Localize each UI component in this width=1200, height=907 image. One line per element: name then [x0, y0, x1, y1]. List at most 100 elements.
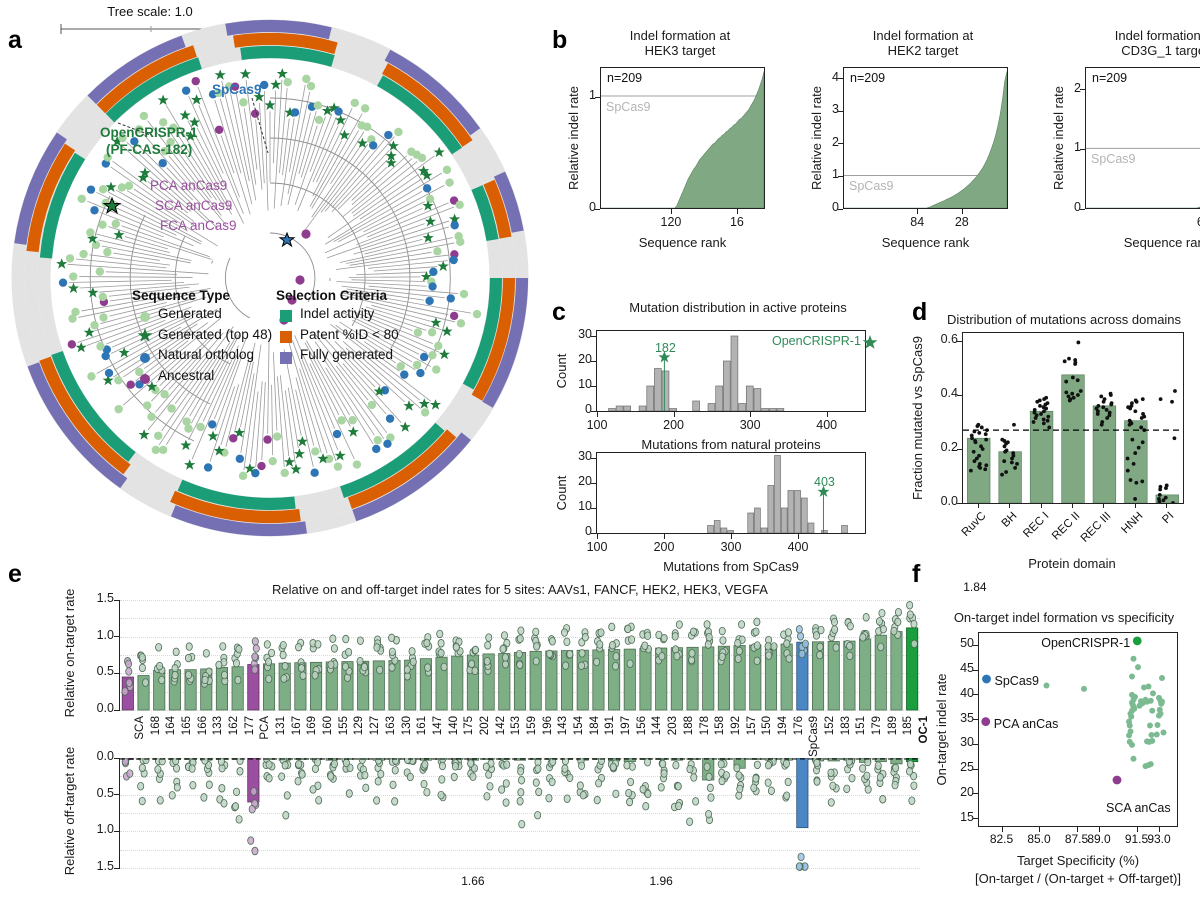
- ytick-mark: [591, 385, 596, 387]
- panel-c-xtick-bottom-300: 300: [720, 540, 742, 554]
- panel-d-xlabel: Protein domain: [1028, 556, 1116, 571]
- panel-e-annotation-1.84: 1.84: [963, 580, 987, 594]
- panel-c-plot-top: [596, 330, 866, 412]
- chart-title-line2: HEK2 target: [887, 43, 959, 58]
- xtick-mark: [1103, 504, 1105, 508]
- panel-c-xtick-top-400: 400: [816, 418, 838, 432]
- ytick-mark: [114, 867, 120, 869]
- xtick-mark: [1159, 827, 1160, 832]
- panel-d-letter: d: [912, 298, 927, 326]
- panel-c-ytick-top-30: 30: [578, 327, 592, 341]
- ytick-mark: [591, 532, 596, 534]
- ytick-mark: [595, 208, 600, 210]
- xtick-mark: [1134, 504, 1136, 508]
- panel-b-xtick-1-84: 84: [910, 215, 925, 229]
- panel-b-ytick-1-4: 4: [832, 69, 839, 84]
- panel-b-letter: b: [552, 26, 567, 54]
- panel-a-letter: a: [8, 26, 22, 54]
- xtick-mark: [597, 412, 598, 417]
- xtick-mark: [1076, 827, 1078, 832]
- panel-f-xlabel-line2: [On-target / (On-target + Off-target)]: [974, 871, 1182, 886]
- panel-e-bottom-yaxis: [119, 758, 121, 868]
- xtick-mark: [664, 534, 665, 539]
- panel-f-ytick-15: 15: [960, 809, 974, 824]
- ytick-mark: [1080, 208, 1085, 210]
- panel-b-ytick-0-0: 0: [589, 200, 596, 214]
- panel-f-xtick-3: 89.0: [1087, 832, 1111, 846]
- panel-b-xlabel-2: Sequence rank: [1123, 235, 1200, 250]
- ytick-mark: [973, 669, 978, 671]
- panel-c-legend-label: OpenCRISPR-1: [772, 334, 861, 348]
- gridline: [120, 600, 920, 601]
- panel-f-letter: f: [912, 560, 920, 588]
- gridline: [120, 710, 920, 711]
- panel-b-ytick-1-1: 1: [832, 167, 839, 182]
- panel-b-chart-title-2: Indel formation atCD3G_1 target: [1015, 28, 1200, 58]
- panel-e-bottom-ytick-1: 0.5: [96, 785, 114, 800]
- panel-f-ytick-20: 20: [960, 784, 974, 799]
- ytick-mark: [957, 502, 962, 504]
- panel-f-ytick-30: 30: [960, 735, 974, 750]
- panel-c-hist-top: [608, 335, 785, 411]
- panel-b-xlabel-1: Sequence rank: [881, 235, 970, 250]
- legend-sequence-type-title: Sequence Type: [132, 288, 231, 303]
- panel-c-letter: c: [552, 298, 566, 326]
- ytick-mark: [838, 110, 843, 112]
- panel-e-top-ytick-0: 0.0: [96, 701, 114, 715]
- panel-f-scatter: [981, 636, 1167, 785]
- panel-c-legend-star-icon: [862, 335, 878, 349]
- ytick-mark: [957, 394, 962, 396]
- panel-f-xlabel-line1: Target Specificity (%): [1016, 853, 1140, 868]
- panel-c-xlabel-bottom: Mutations from SpCas9: [663, 559, 799, 574]
- panel-b-ytick-2-1: 1: [1074, 140, 1081, 155]
- panel-b-n-label-1: n=209: [850, 71, 886, 85]
- panel-e-letter: e: [8, 560, 22, 588]
- gridline-minor: [120, 849, 920, 851]
- xtick-mark: [1040, 504, 1042, 508]
- phylogenetic-tree: [11, 19, 529, 537]
- ytick-mark: [973, 818, 978, 820]
- ytick-mark: [114, 709, 120, 711]
- gridline-minor: [120, 618, 920, 620]
- panel-c-hist-bottom: [707, 455, 848, 533]
- panel-b-ytick-0-1: 1: [589, 88, 596, 102]
- xtick-mark: [961, 209, 963, 214]
- ytick-mark: [1080, 148, 1085, 150]
- panel-b-xtick-0-120: 120: [660, 215, 682, 229]
- chart-title-line1: Indel formation at: [872, 28, 974, 43]
- panel-c-plot-bottom: [596, 452, 866, 534]
- panel-f-ytick-25: 25: [960, 760, 974, 775]
- panel-b-xtick-0-16: 16: [729, 215, 744, 229]
- panel-b-ylabel-1: Relative indel rate: [809, 85, 824, 191]
- panel-f-xtick-5: 93.0: [1147, 832, 1171, 846]
- legend-label-indel-activity: Indel activity: [300, 306, 375, 321]
- panel-c-ytick-top-20: 20: [578, 352, 592, 366]
- ytick-mark: [591, 457, 596, 459]
- gridline: [120, 868, 920, 869]
- tree-label-opencrispr-sub: (PF-CAS-182): [106, 142, 193, 157]
- panel-e-off-target-bars: [120, 758, 920, 871]
- panel-f-label-SCA anCas: SCA anCas: [1106, 800, 1171, 815]
- panel-e-bottom-ytick-2: 1.0: [96, 822, 114, 837]
- panel-d-ytick-0: 0.0: [940, 494, 958, 508]
- ytick-mark: [114, 794, 120, 796]
- tree-label-sca-ancas9: SCA anCas9: [155, 198, 233, 213]
- ytick-mark: [591, 360, 596, 362]
- xtick-mark: [1009, 504, 1011, 508]
- panel-e-top-yaxis: [119, 600, 121, 710]
- panel-b-area-2: [1086, 147, 1200, 208]
- ytick-mark: [973, 743, 978, 745]
- ytick-mark: [591, 410, 596, 412]
- xtick-mark: [1136, 827, 1138, 832]
- ytick-mark: [973, 793, 978, 795]
- panel-b-ytick-1-3: 3: [832, 102, 839, 117]
- panel-f-label-OpenCRISPR-1: OpenCRISPR-1: [1041, 635, 1131, 650]
- chart-title-line1: Indel formation at: [629, 28, 731, 43]
- panel-f-title: On-target indel formation vs specificity: [953, 610, 1175, 625]
- panel-d-ytick-3: 0.6: [940, 332, 958, 347]
- panel-f-xtick-2: 87.5: [1064, 832, 1089, 846]
- tree-scale-label: Tree scale: 1.0: [107, 4, 193, 19]
- xtick-mark: [731, 534, 732, 539]
- ytick-mark: [114, 757, 120, 759]
- legend-marker-generated-top48: [137, 328, 153, 342]
